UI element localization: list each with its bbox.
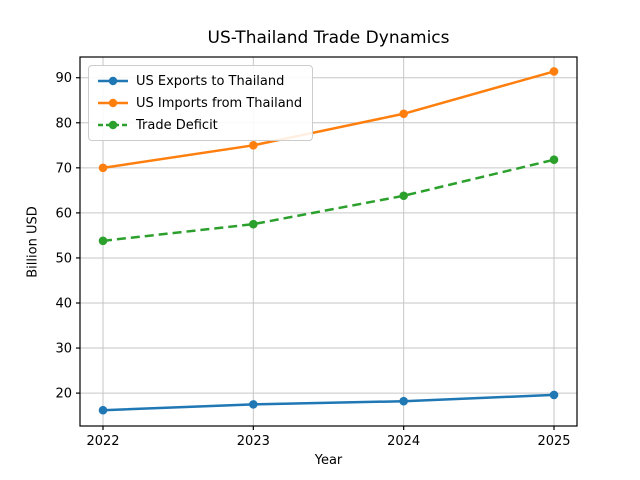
series-line-us-imports-from-thailand [102, 70, 555, 170]
y-tick-label: 90 [55, 71, 72, 86]
data-point-trade-deficit-2022 [98, 236, 108, 246]
legend-line-sample [98, 98, 128, 108]
x-axis-label: Year [314, 453, 343, 468]
y-tick-label: 60 [55, 206, 72, 221]
legend-line-sample [98, 76, 128, 86]
data-point-us-imports-from-thailand-2022 [98, 163, 108, 173]
x-tick-label: 2023 [237, 434, 270, 449]
legend-label: Trade Deficit [136, 117, 218, 133]
data-point-us-imports-from-thailand-2025 [549, 67, 559, 76]
x-tick-label: 2024 [387, 434, 420, 449]
legend-sample-marker-icon [108, 76, 118, 86]
data-point-trade-deficit-2023 [249, 219, 258, 229]
y-tick-label: 20 [55, 387, 72, 402]
legend-item-us-imports-from-thailand: US Imports from Thailand [97, 93, 302, 113]
data-point-trade-deficit-2025 [549, 155, 559, 165]
legend-sample-marker-icon [108, 98, 118, 108]
series-line-trade-deficit [102, 158, 555, 243]
chart-title: US-Thailand Trade Dynamics [207, 28, 450, 48]
data-point-us-exports-to-thailand-2025 [549, 390, 559, 400]
data-point-us-exports-to-thailand-2023 [249, 400, 258, 409]
legend-label: US Imports from Thailand [136, 95, 303, 111]
y-tick-label: 80 [55, 116, 72, 131]
series-line-us-exports-to-thailand [102, 393, 555, 412]
data-point-us-exports-to-thailand-2024 [399, 396, 408, 406]
y-axis-label: Billion USD [25, 206, 41, 278]
y-tick-label: 40 [55, 297, 72, 312]
y-tick-label: 50 [55, 251, 72, 266]
data-point-trade-deficit-2024 [399, 191, 408, 201]
y-tick-label: 70 [55, 161, 72, 176]
y-tick-label: 30 [55, 342, 72, 357]
x-tick-label: 2025 [537, 434, 570, 449]
legend-label: US Exports to Thailand [136, 73, 285, 89]
legend-line-sample [98, 120, 128, 130]
data-point-us-imports-from-thailand-2023 [249, 141, 258, 150]
x-tick-label: 2022 [86, 434, 119, 449]
data-point-us-exports-to-thailand-2022 [98, 405, 108, 415]
data-point-us-imports-from-thailand-2024 [399, 109, 408, 119]
legend-sample-marker-icon [108, 120, 118, 130]
plot-border [79, 56, 578, 427]
legend: US Exports to Thailand US Imports from Th… [88, 65, 314, 141]
legend-item-us-exports-to-thailand: US Exports to Thailand [97, 71, 302, 91]
legend-item-trade-deficit: Trade Deficit [97, 115, 302, 135]
